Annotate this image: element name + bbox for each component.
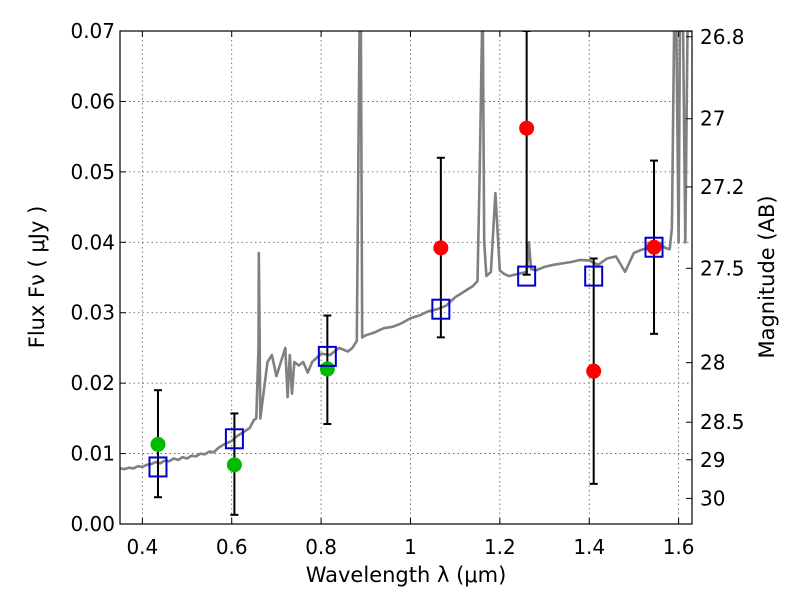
mag-tick-label: 29 [700, 448, 725, 472]
model-flux-square [584, 265, 604, 287]
x-tick-label: 1.4 [573, 535, 605, 559]
mag-tick-label: 27 [700, 107, 725, 131]
y-tick-label: 0.00 [70, 512, 115, 536]
y-axis-right-label: Magnitude (AB) [755, 195, 779, 358]
x-tick-label: 1.6 [663, 535, 695, 559]
y-tick-label: 0.04 [70, 230, 115, 254]
green-data-point [319, 361, 335, 377]
model-flux-square [431, 298, 451, 320]
model-spectrum-line [120, 31, 692, 471]
green-data-point [226, 457, 242, 473]
green-data-point [150, 436, 166, 452]
red-data-point [433, 240, 449, 256]
y-tick-label: 0.03 [70, 301, 115, 325]
y-axis-label: Flux Fν ( μJy ) [25, 206, 49, 349]
y-tick-label: 0.05 [70, 160, 115, 184]
x-tick-label: 1.2 [484, 535, 516, 559]
x-tick-label: 1 [404, 535, 417, 559]
y-tick-label: 0.06 [70, 89, 115, 113]
mag-tick-label: 27.2 [700, 175, 745, 199]
model-flux-square [148, 456, 168, 478]
model-spectrum-layer [120, 31, 692, 471]
plot-background [120, 31, 692, 524]
mag-tick-label: 27.5 [700, 256, 745, 280]
mag-tick-label: 30 [700, 486, 725, 510]
y-tick-label: 0.01 [70, 442, 115, 466]
y-tick-label: 0.02 [70, 371, 115, 395]
x-tick-label: 0.4 [126, 535, 158, 559]
x-axis-label: Wavelength λ (μm) [306, 563, 507, 587]
x-tick-label: 0.8 [305, 535, 337, 559]
red-data-point [519, 120, 535, 136]
model-flux-square [644, 236, 664, 258]
plot-frame [119, 30, 693, 525]
model-flux-square [224, 428, 244, 450]
x-tick-label: 0.6 [216, 535, 248, 559]
model-flux-square [317, 345, 337, 367]
mag-tick-label: 28.5 [700, 410, 745, 434]
axis-ticks: 0.4 0.6 0.8 1 1.2 1.4 1.6 0.00 0.01 0.02 0.03 0.04 0… [70, 19, 744, 559]
model-flux-square [517, 265, 537, 287]
mag-tick-label: 26.8 [700, 25, 745, 49]
mag-tick-label: 28 [700, 351, 725, 375]
red-data-point [646, 239, 662, 255]
y-tick-label: 0.07 [70, 19, 115, 43]
marker-layer [148, 120, 664, 478]
red-data-point [586, 363, 602, 379]
